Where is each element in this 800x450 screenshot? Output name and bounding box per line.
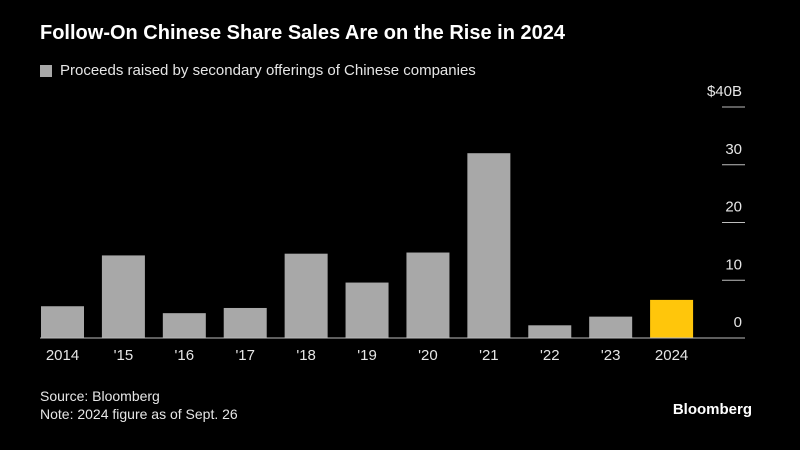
source-note: Source: Bloomberg bbox=[40, 388, 160, 404]
x-tick-label-4: '18 bbox=[296, 347, 316, 364]
bar-4 bbox=[284, 253, 328, 338]
bar-8 bbox=[528, 325, 572, 338]
y-tick-label-4: $40B bbox=[707, 83, 742, 100]
bar-6 bbox=[406, 252, 450, 338]
bloomberg-logo: Bloomberg bbox=[672, 401, 752, 418]
legend: Proceeds raised by secondary offerings o… bbox=[40, 62, 476, 79]
y-tick-label-1: 10 bbox=[725, 256, 742, 273]
x-tick-label-5: '19 bbox=[357, 347, 377, 364]
bar-7 bbox=[467, 153, 511, 338]
y-tick-label-2: 20 bbox=[725, 199, 742, 216]
y-tick-label-3: 30 bbox=[725, 141, 742, 158]
legend-swatch bbox=[40, 64, 52, 77]
x-tick-label-7: '21 bbox=[479, 347, 499, 364]
bar-9 bbox=[589, 316, 633, 338]
bar-5 bbox=[345, 282, 389, 338]
bar-0 bbox=[41, 306, 84, 338]
date-note: Note: 2024 figure as of Sept. 26 bbox=[40, 406, 238, 422]
chart-title: Follow-On Chinese Share Sales Are on the… bbox=[40, 22, 565, 44]
bar-10 bbox=[650, 299, 694, 338]
x-tick-label-8: '22 bbox=[540, 347, 560, 364]
bar-2 bbox=[162, 313, 206, 338]
x-tick-label-3: '17 bbox=[235, 347, 255, 364]
x-tick-label-9: '23 bbox=[601, 347, 621, 364]
bar-1 bbox=[101, 255, 145, 338]
x-tick-label-0: 2014 bbox=[46, 347, 79, 364]
x-tick-label-6: '20 bbox=[418, 347, 438, 364]
footer-notes: Source: Bloomberg Note: 2024 figure as o… bbox=[40, 387, 238, 423]
bar-3 bbox=[223, 307, 267, 338]
legend-label: Proceeds raised by secondary offerings o… bbox=[60, 62, 476, 79]
x-tick-label-2: '16 bbox=[175, 347, 195, 364]
x-tick-label-10: 2024 bbox=[655, 347, 688, 364]
y-tick-label-0: 0 bbox=[734, 314, 742, 331]
x-tick-label-1: '15 bbox=[114, 347, 134, 364]
